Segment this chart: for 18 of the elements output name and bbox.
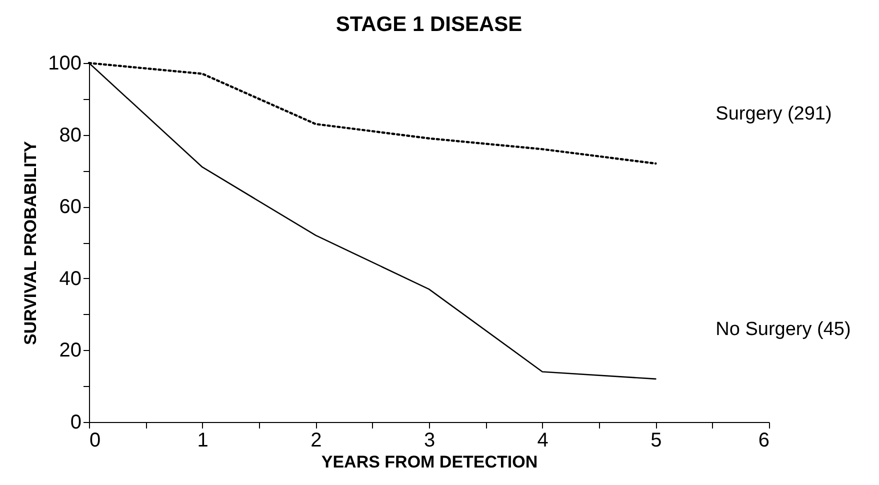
y-axis-title: SURVIVAL PROBABILITY [21, 140, 40, 346]
x-tick-label: 5 [650, 430, 662, 452]
x-tick-label: 1 [197, 430, 208, 452]
x-tick-label: 6 [758, 430, 770, 452]
text: Surgery (291) [716, 104, 832, 125]
y-tick-label: 40 [59, 268, 82, 290]
x-tick-label: 0 [90, 430, 101, 452]
x-tick-label: 2 [310, 430, 322, 452]
x-tick-label: 4 [537, 430, 548, 452]
y-tick-label: 80 [59, 124, 82, 146]
x-axis-title: YEARS FROM DETECTION [321, 452, 538, 472]
text: No Surgery (45) [716, 318, 851, 340]
y-tick-label: 20 [59, 340, 82, 362]
chart-title: STAGE 1 DISEASE [336, 13, 522, 36]
y-tick-label: 100 [48, 52, 82, 74]
y-tick-label: 60 [59, 196, 82, 218]
x-tick-label: 3 [424, 430, 436, 452]
y-tick-label: 0 [70, 412, 82, 434]
